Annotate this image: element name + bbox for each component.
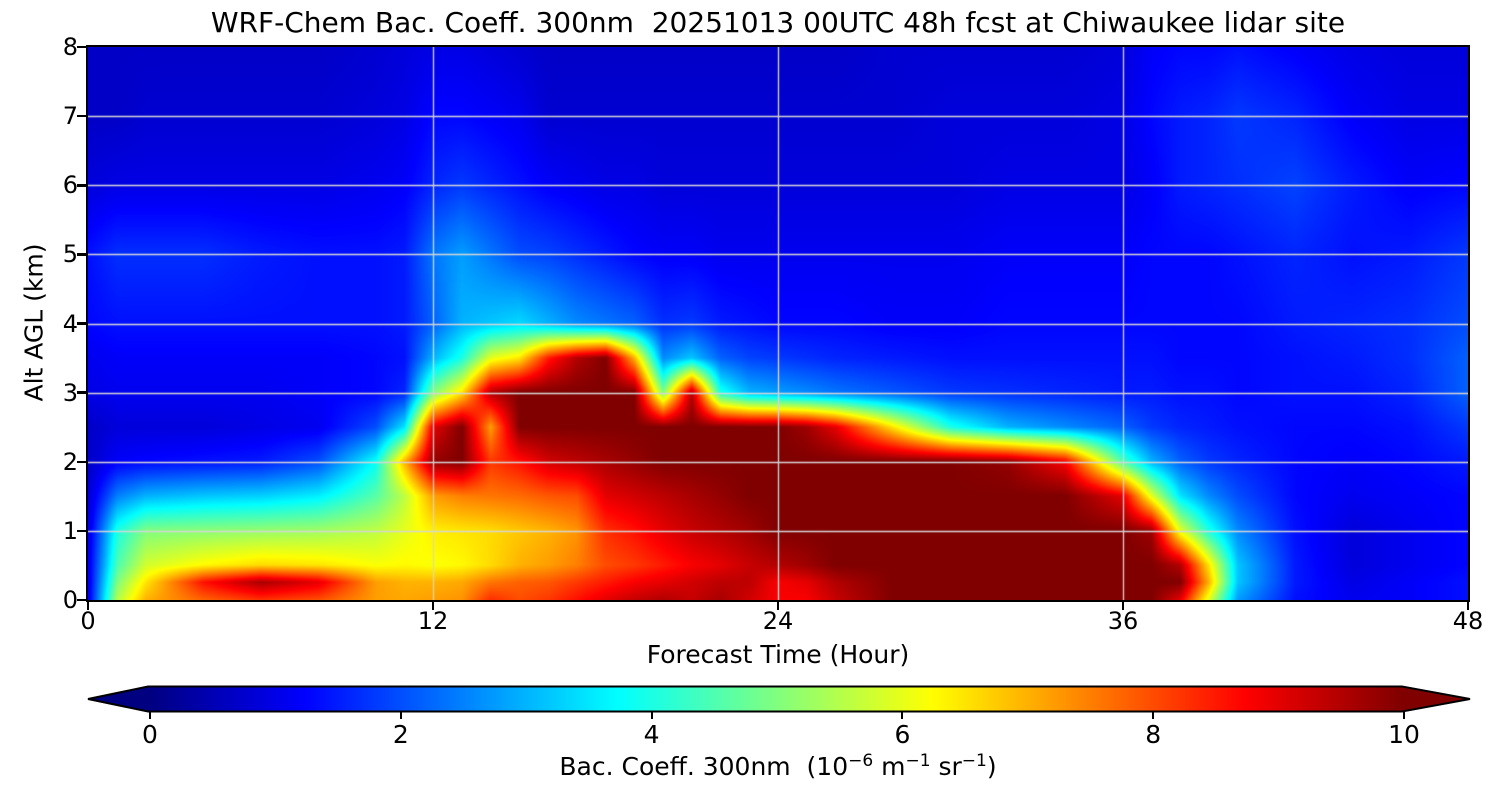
colorbar-tick-label: 6 [894, 720, 911, 749]
y-tick-label: 5 [62, 240, 78, 269]
y-tick-label: 6 [62, 171, 78, 200]
x-tick-mark [1466, 602, 1470, 610]
x-tick-mark [431, 602, 435, 610]
y-tick-label: 7 [62, 102, 78, 131]
colorbar-label-exponent: −1 [961, 751, 987, 771]
y-tick-mark [77, 184, 86, 187]
x-tick-mark [1121, 602, 1125, 610]
y-tick-mark [77, 253, 86, 256]
colorbar-label-text: Bac. Coeff. 300nm (10 [559, 752, 849, 781]
y-tick-mark [77, 322, 86, 325]
colorbar-tick-mark [650, 712, 653, 719]
x-tick-label: 48 [1452, 607, 1484, 635]
y-tick-label: 8 [62, 33, 78, 61]
y-tick-label: 3 [62, 378, 78, 407]
colorbar-label: Bac. Coeff. 300nm (10−6 m−1 sr−1) [60, 751, 1496, 781]
colorbar-tick-label: 2 [392, 720, 409, 749]
y-tick-label: 1 [62, 516, 78, 545]
y-tick-mark [77, 598, 86, 602]
x-tick-label: 12 [417, 607, 449, 635]
colorbar-label-text: m [873, 752, 906, 781]
y-tick-label: 4 [62, 309, 78, 338]
heatmap-canvas [88, 47, 1468, 600]
colorbar-bar [87, 685, 1471, 713]
colorbar [87, 685, 1471, 713]
colorbar-label-text: sr [930, 752, 962, 781]
x-axis-label: Forecast Time (Hour) [646, 640, 910, 669]
x-tick-label: 36 [1107, 607, 1139, 635]
plot-frame [85, 44, 1470, 602]
y-tick-mark [77, 45, 86, 49]
y-tick-mark [77, 114, 86, 118]
colorbar-tick-mark [399, 712, 402, 719]
colorbar-label-text: ) [986, 752, 997, 781]
x-tick-mark [776, 602, 780, 610]
colorbar-tick-label: 10 [1388, 720, 1420, 749]
colorbar-tick-label: 8 [1145, 720, 1162, 749]
y-tick-label: 0 [62, 586, 78, 614]
colorbar-label-exponent: −6 [848, 751, 874, 771]
chart-title: WRF-Chem Bac. Coeff. 300nm 20251013 00UT… [210, 6, 1346, 39]
y-tick-label: 2 [62, 447, 78, 476]
colorbar-tick-mark [901, 712, 904, 719]
x-tick-label: 0 [80, 607, 96, 635]
colorbar-tick-mark [1403, 712, 1405, 719]
y-tick-mark [77, 529, 86, 533]
colorbar-label-exponent: −1 [905, 751, 931, 771]
colorbar-tick-mark [149, 712, 151, 719]
colorbar-tick-label: 0 [142, 720, 158, 749]
y-tick-mark [77, 460, 86, 463]
colorbar-tick-mark [1152, 712, 1155, 719]
y-tick-mark [77, 391, 86, 394]
colorbar-tick-label: 4 [643, 720, 660, 749]
x-tick-label: 24 [762, 607, 794, 635]
x-tick-mark [86, 602, 90, 610]
